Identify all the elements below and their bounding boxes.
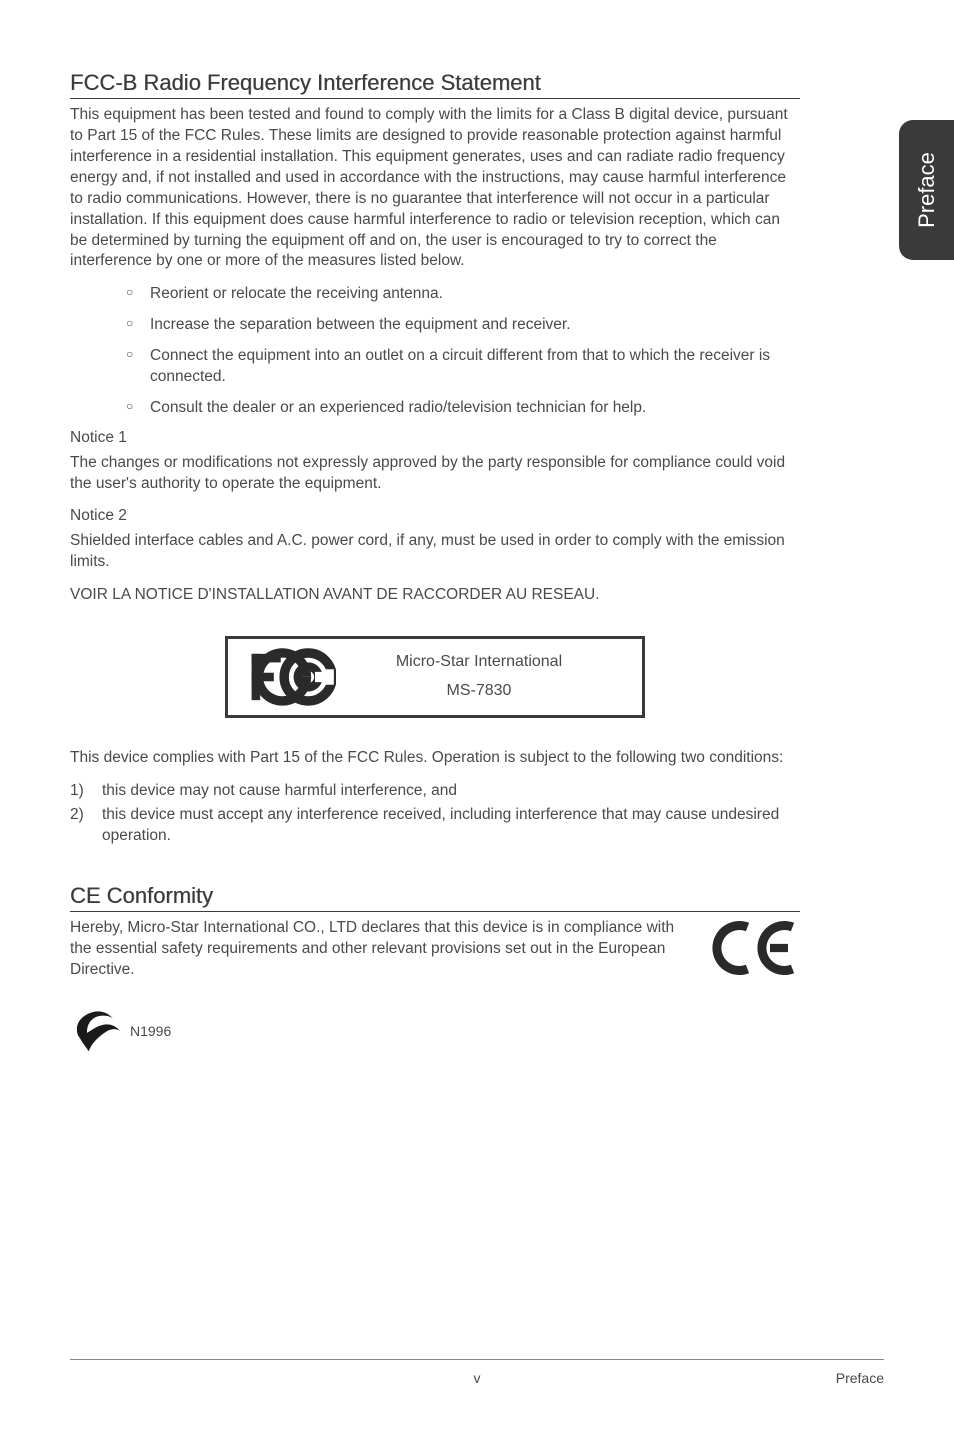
n1996-mark: N1996 [70,1007,800,1055]
n1996-label: N1996 [130,1023,171,1039]
fcc-box-line1: Micro-Star International [336,648,622,677]
fcc-certification-box: Micro-Star International MS-7830 [225,636,645,718]
ce-heading: CE Conformity [70,883,800,912]
ce-logo-icon [710,918,800,978]
list-item: Reorient or relocate the receiving anten… [126,284,800,305]
list-item: this device may not cause harmful interf… [70,781,800,802]
list-item: this device must accept any interference… [70,805,800,847]
notice-2-text: Shielded interface cables and A.C. power… [70,531,800,573]
list-item: Connect the equipment into an outlet on … [126,346,800,388]
voir-notice: VOIR LA NOTICE D'INSTALLATION AVANT DE R… [70,585,800,606]
compliance-intro: This device complies with Part 15 of the… [70,748,800,769]
list-item: Increase the separation between the equi… [126,315,800,336]
page-content: FCC-B Radio Frequency Interference State… [0,0,870,1095]
footer-page-number: v [474,1370,481,1386]
side-tab: Preface [899,120,954,260]
page-footer: v Preface [70,1359,884,1386]
fcc-box-text: Micro-Star International MS-7830 [336,648,622,706]
ce-row: Hereby, Micro-Star International CO., LT… [70,918,800,993]
fcc-box-line2: MS-7830 [336,677,622,706]
ce-text: Hereby, Micro-Star International CO., LT… [70,918,690,981]
notice-1-text: The changes or modifications not express… [70,453,800,495]
compliance-list: this device may not cause harmful interf… [70,781,800,848]
c-tick-icon [70,1007,126,1055]
footer-right: Preface [836,1370,884,1386]
notice-2-label: Notice 2 [70,507,800,525]
side-tab-label: Preface [914,152,940,228]
notice-1-label: Notice 1 [70,429,800,447]
list-item: Consult the dealer or an experienced rad… [126,398,800,419]
fcc-intro: This equipment has been tested and found… [70,105,800,272]
fcc-logo-icon [246,647,336,707]
fcc-bullet-list: Reorient or relocate the receiving anten… [70,284,800,419]
fcc-heading: FCC-B Radio Frequency Interference State… [70,70,800,99]
